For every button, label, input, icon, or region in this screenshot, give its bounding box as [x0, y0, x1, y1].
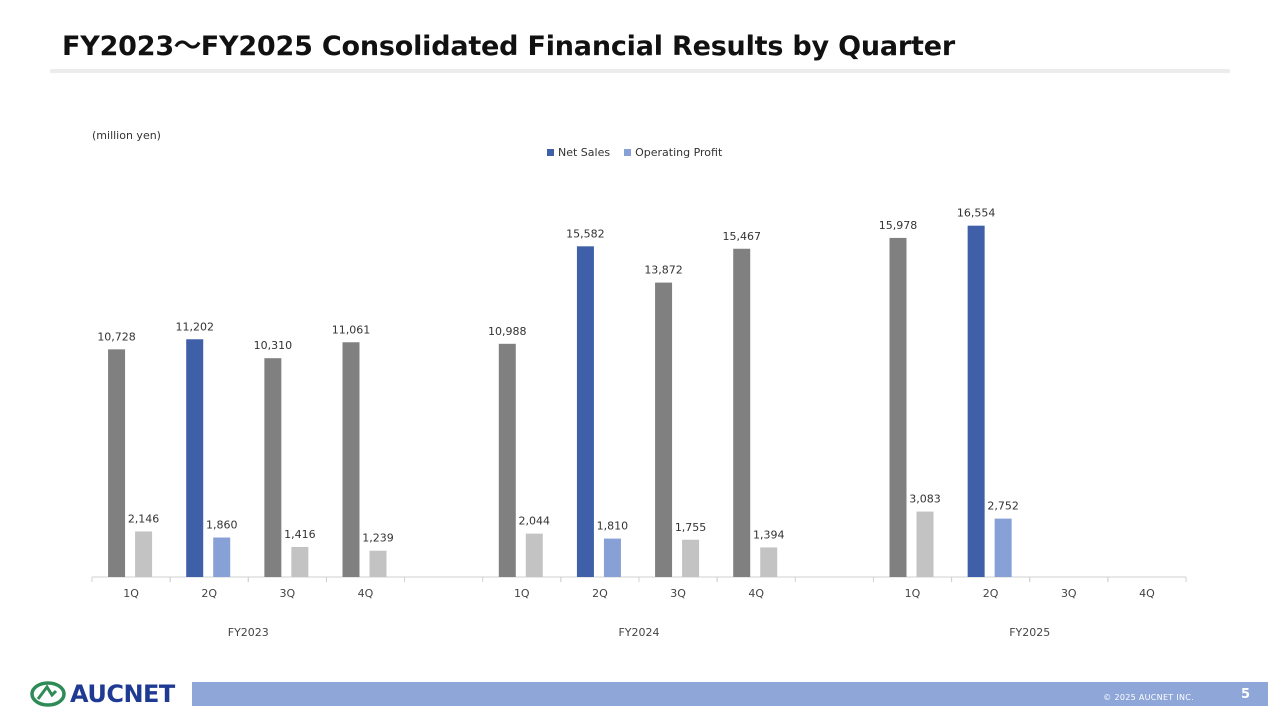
x-tick-label: 4Q: [1139, 587, 1155, 600]
bar-operating-profit-fy2024-2q: [603, 538, 621, 577]
data-label-net-sales: 10,728: [97, 330, 136, 343]
bar-net-sales-fy2024-3q: [655, 282, 673, 577]
data-label-operating-profit: 1,810: [597, 520, 629, 533]
bar-net-sales-fy2023-1q: [108, 349, 126, 577]
legend-item-net-sales: Net Sales: [547, 146, 610, 159]
data-label-operating-profit: 2,044: [519, 515, 551, 528]
x-tick-label: 3Q: [1061, 587, 1077, 600]
legend-label-net-sales: Net Sales: [558, 146, 611, 159]
group-label: FY2025: [1009, 626, 1050, 639]
x-tick-label: 1Q: [905, 587, 921, 600]
bar-net-sales-fy2023-4q: [342, 342, 360, 577]
bar-operating-profit-fy2023-3q: [291, 546, 309, 577]
bar-operating-profit-fy2023-4q: [369, 550, 387, 577]
x-tick-label: 1Q: [123, 587, 139, 600]
bar-net-sales-fy2025-2q: [967, 225, 985, 578]
bar-net-sales-fy2023-2q: [186, 339, 204, 577]
title-divider: [50, 69, 1230, 73]
x-tick-label: 4Q: [358, 587, 374, 600]
data-label-operating-profit: 1,239: [362, 532, 394, 545]
x-tick-label: 2Q: [592, 587, 608, 600]
data-label-net-sales: 15,978: [879, 219, 918, 232]
data-label-operating-profit: 1,755: [675, 521, 707, 534]
bar-operating-profit-fy2024-4q: [760, 547, 778, 577]
bar-operating-profit-fy2025-1q: [916, 511, 934, 577]
x-tick-label: 1Q: [514, 587, 530, 600]
bar-operating-profit-fy2023-1q: [135, 531, 153, 577]
company-logo: AUCNET: [30, 680, 175, 708]
data-label-net-sales: 11,061: [332, 323, 371, 336]
quarterly-results-chart: 10,728 2,146 1Q 11,202 1,860 2Q 10,310 1,416 3Q 1…: [91, 207, 1187, 639]
copyright-text: © 2025 AUCNET INC.: [1103, 693, 1194, 702]
legend-swatch-operating-profit: [624, 149, 632, 156]
chart-legend: Net Sales Operating Profit: [547, 146, 722, 159]
legend-item-operating-profit: Operating Profit: [624, 146, 722, 159]
data-label-net-sales: 15,467: [722, 230, 761, 243]
x-tick-label: 2Q: [201, 587, 217, 600]
bar-operating-profit-fy2024-3q: [682, 539, 700, 577]
data-label-operating-profit: 1,416: [284, 528, 316, 541]
data-label-net-sales: 15,582: [566, 227, 605, 240]
group-label: FY2023: [228, 626, 269, 639]
legend-label-operating-profit: Operating Profit: [635, 146, 723, 159]
unit-label: (million yen): [92, 129, 161, 142]
footer-band: [192, 682, 1268, 706]
group-label: FY2024: [618, 626, 659, 639]
data-label-operating-profit: 2,752: [987, 500, 1019, 513]
x-tick-label: 3Q: [670, 587, 686, 600]
page-number: 5: [1240, 687, 1250, 702]
bar-net-sales-fy2024-4q: [733, 248, 751, 577]
bar-operating-profit-fy2024-1q: [525, 533, 543, 577]
data-label-net-sales: 10,988: [488, 325, 527, 338]
bar-operating-profit-fy2025-2q: [994, 518, 1012, 577]
aucnet-logo-icon: [30, 681, 66, 707]
data-label-operating-profit: 1,860: [206, 519, 238, 532]
data-label-operating-profit: 3,083: [909, 493, 941, 506]
bar-net-sales-fy2023-3q: [264, 358, 282, 577]
data-label-net-sales: 16,554: [957, 207, 996, 220]
footer: AUCNET © 2025 AUCNET INC. 5: [0, 672, 1280, 720]
x-tick-label: 2Q: [983, 587, 999, 600]
bar-net-sales-fy2025-1q: [889, 237, 907, 578]
logo-text: AUCNET: [70, 680, 175, 708]
x-tick-label: 4Q: [748, 587, 764, 600]
data-label-net-sales: 13,872: [644, 264, 683, 277]
data-label-operating-profit: 2,146: [128, 512, 160, 525]
bar-operating-profit-fy2023-2q: [213, 537, 231, 577]
bar-net-sales-fy2024-1q: [498, 343, 516, 577]
data-label-net-sales: 11,202: [175, 320, 214, 333]
x-tick-label: 3Q: [280, 587, 296, 600]
legend-swatch-net-sales: [547, 149, 554, 156]
data-label-operating-profit: 1,394: [753, 528, 785, 541]
slide-title: FY2023〜FY2025 Consolidated Financial Res…: [62, 31, 955, 62]
bar-net-sales-fy2024-2q: [576, 246, 594, 577]
data-label-net-sales: 10,310: [254, 339, 293, 352]
